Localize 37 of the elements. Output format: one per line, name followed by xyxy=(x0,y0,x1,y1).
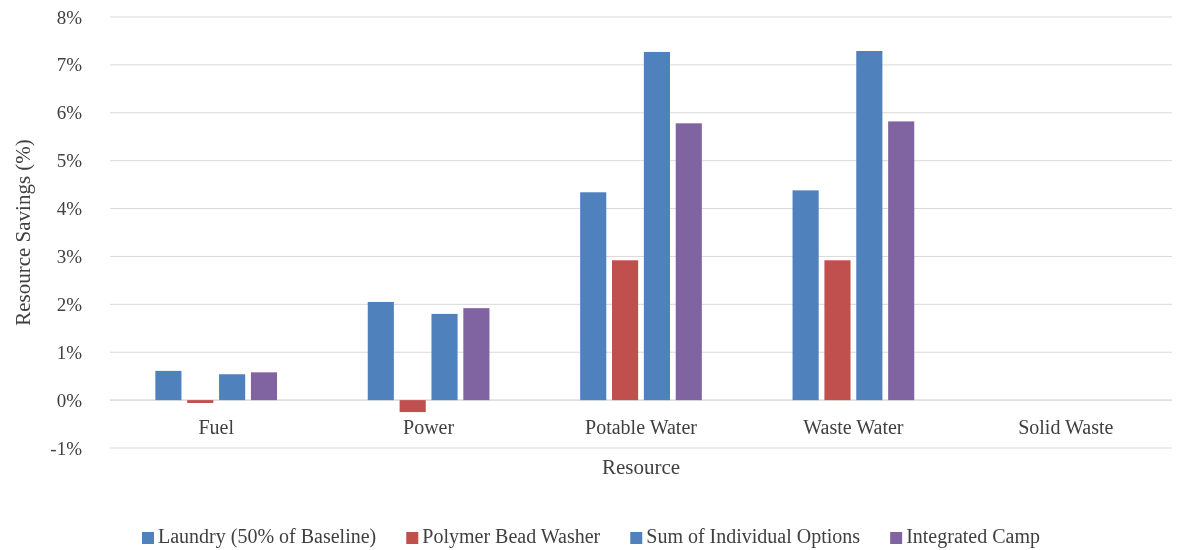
bar xyxy=(367,301,394,401)
y-axis-title: Resource Savings (%) xyxy=(10,139,35,326)
bar xyxy=(187,400,214,403)
x-tick-label: Potable Water xyxy=(585,416,698,439)
bar xyxy=(675,123,702,401)
x-tick-label: Power xyxy=(403,416,455,439)
bar xyxy=(888,121,915,401)
bar xyxy=(399,400,426,413)
legend-label: Polymer Bead Washer xyxy=(422,524,601,548)
y-tick-label: 7% xyxy=(56,54,83,76)
x-tick-label: Fuel xyxy=(198,416,235,439)
y-tick-label: 4% xyxy=(56,198,83,220)
bar xyxy=(824,260,851,401)
bar xyxy=(580,192,607,401)
x-tick-label: Solid Waste xyxy=(1018,416,1114,439)
bar xyxy=(431,313,458,401)
y-tick-label: 6% xyxy=(56,102,83,124)
bar xyxy=(463,308,490,401)
y-tick-label: 2% xyxy=(56,293,83,315)
y-tick-label: 0% xyxy=(56,389,83,411)
y-tick-label: 3% xyxy=(56,246,83,268)
y-tick-label: -1% xyxy=(50,437,83,459)
bar xyxy=(856,51,883,401)
y-tick-label: 5% xyxy=(56,150,83,172)
bar xyxy=(643,51,670,401)
bar xyxy=(612,260,639,401)
legend-label: Integrated Camp xyxy=(906,524,1040,548)
bar xyxy=(792,190,819,401)
y-tick-label: 1% xyxy=(56,341,83,363)
bar xyxy=(250,372,278,401)
bar xyxy=(219,374,246,401)
legend-label: Sum of Individual Options xyxy=(646,524,861,548)
bar xyxy=(155,370,182,401)
legend-label: Laundry (50% of Baseline) xyxy=(158,524,377,548)
x-axis-title: Resource xyxy=(601,455,681,479)
y-tick-label: 8% xyxy=(56,6,83,28)
x-tick-label: Waste Water xyxy=(803,416,904,439)
